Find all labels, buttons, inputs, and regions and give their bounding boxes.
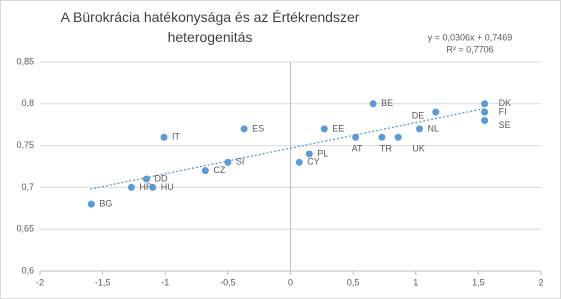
point-label: AT [352, 144, 363, 154]
point-label: BE [381, 98, 393, 108]
point [142, 175, 150, 183]
y-tick-label: 0,6 [21, 265, 34, 275]
point [295, 158, 303, 166]
point [160, 133, 168, 141]
point-label: UK [412, 144, 425, 154]
point-label: DE [412, 111, 425, 121]
point [432, 108, 440, 116]
point [320, 125, 328, 133]
x-tick-label: 2 [538, 277, 543, 287]
x-tick-label: -2 [36, 277, 44, 287]
point-label: DD [154, 173, 167, 183]
point-label: HR [139, 182, 152, 192]
point [240, 125, 248, 133]
point-label: DK [499, 98, 512, 108]
point-label: PL [317, 148, 328, 158]
point [481, 108, 489, 116]
point-label: IT [172, 132, 181, 142]
point-label: SE [499, 120, 511, 130]
point-label: FI [499, 107, 507, 117]
y-tick-label: 0,85 [16, 56, 34, 66]
point [481, 100, 489, 108]
y-tick-label: 0,75 [16, 140, 34, 150]
point-label: EE [332, 123, 344, 133]
point [352, 133, 360, 141]
point [149, 183, 157, 191]
x-tick-label: -0,5 [220, 277, 236, 287]
y-tick-label: 0,8 [21, 98, 34, 108]
point-label: HU [161, 182, 174, 192]
point-label: BG [99, 198, 112, 208]
x-tick-label: 1,5 [472, 277, 485, 287]
x-tick-label: 0,5 [347, 277, 360, 287]
point [127, 183, 135, 191]
point-label: CY [307, 157, 320, 167]
point [394, 133, 402, 141]
trend-equation: y = 0,0306x + 0,7469 [428, 32, 513, 42]
point-label: NL [428, 123, 440, 133]
trendline [89, 107, 485, 190]
x-tick-label: -1,5 [95, 277, 111, 287]
chart-title: A Bürokrácia hatékonysága és az Értékren… [61, 9, 360, 45]
point [481, 117, 489, 125]
point [378, 133, 386, 141]
x-tick-label: 0 [288, 277, 293, 287]
y-tick-label: 0,65 [16, 224, 34, 234]
point [224, 158, 232, 166]
point [416, 125, 424, 133]
point-label: TR [380, 144, 392, 154]
point [369, 100, 377, 108]
x-tick-label: 1 [413, 277, 418, 287]
point-label: SI [236, 157, 245, 167]
trend-r2: R² = 0,7706 [446, 44, 493, 54]
point [305, 150, 313, 158]
point-label: ES [252, 123, 264, 133]
point [201, 167, 209, 175]
x-tick-label: -1 [161, 277, 169, 287]
y-tick-label: 0,7 [21, 182, 34, 192]
point-label: CZ [213, 165, 225, 175]
point [87, 200, 95, 208]
